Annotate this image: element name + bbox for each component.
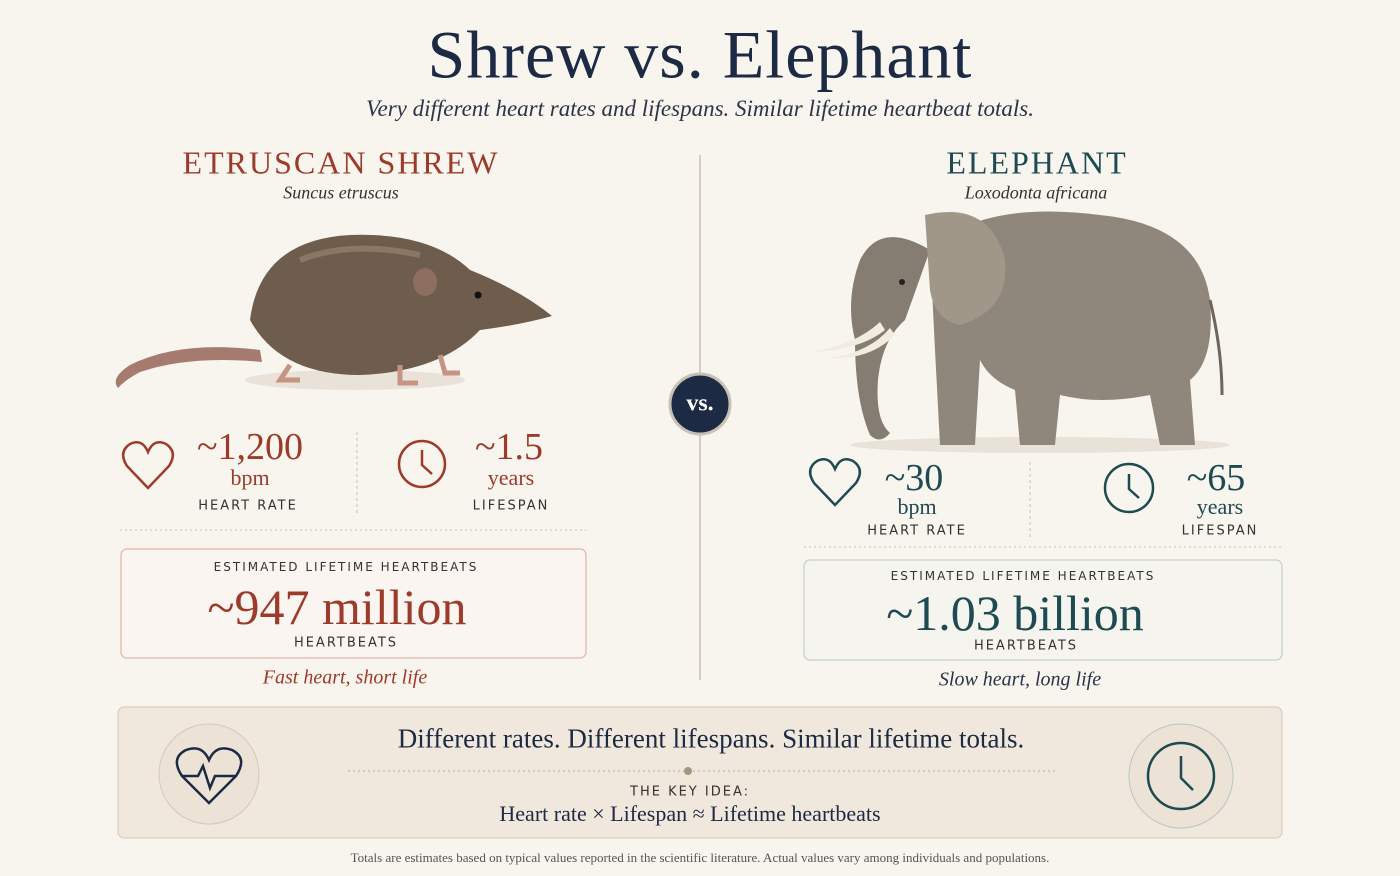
tagline: Fast heart, short life: [262, 666, 428, 689]
summary-dot: [684, 767, 692, 775]
total-label: ESTIMATED LIFETIME HEARTBEATS: [890, 569, 1156, 583]
total-unit: HEARTBEATS: [293, 635, 399, 651]
animal-name: ETRUSCAN SHREW: [182, 144, 500, 181]
shrew-illustration: [115, 234, 552, 390]
total-label: ESTIMATED LIFETIME HEARTBEATS: [213, 560, 479, 574]
title: Shrew vs. Elephant: [427, 16, 973, 93]
total-unit: HEARTBEATS: [973, 638, 1079, 654]
lifespan: ~1.5: [474, 426, 544, 468]
lifespan-unit: years: [1196, 494, 1244, 519]
tagline: Slow heart, long life: [938, 668, 1102, 691]
summary-headline: Different rates. Different lifespans. Si…: [397, 723, 1025, 754]
formula: Heart rate × Lifespan ≈ Lifetime heartbe…: [499, 801, 881, 826]
elephant-icons: [808, 458, 1155, 514]
shrew-icons: [121, 439, 447, 490]
lifespan: ~65: [1186, 457, 1246, 499]
heart-rate-unit: bpm: [230, 465, 270, 490]
heart-rate: ~30: [884, 457, 944, 499]
lifespan-unit: years: [487, 465, 535, 490]
elephant-illustration: [812, 211, 1230, 453]
total: ~947 million: [207, 579, 467, 635]
heart-badge: [158, 723, 260, 825]
total: ~1.03 billion: [886, 585, 1144, 641]
shrew-total-box: [120, 548, 587, 659]
heart-icon: [175, 747, 243, 805]
elephant-total-box: [803, 559, 1283, 661]
heart-rate-label: HEART RATE: [867, 523, 967, 539]
lifespan-label: LIFESPAN: [472, 498, 550, 514]
key-idea-label: THE KEY IDEA:: [630, 784, 750, 800]
heart-rate-label: HEART RATE: [198, 498, 298, 514]
subtitle: Very different heart rates and lifespans…: [366, 96, 1034, 121]
species: Loxodonta africana: [964, 182, 1108, 203]
clock-hands: [1179, 756, 1194, 791]
footnote: Totals are estimates based on typical va…: [350, 850, 1050, 865]
animal-name: ELEPHANT: [946, 144, 1128, 181]
heart-rate: ~1,200: [196, 426, 304, 468]
heart-rate-unit: bpm: [897, 494, 937, 519]
clock-icon: [1146, 741, 1216, 811]
lifespan-label: LIFESPAN: [1181, 523, 1259, 539]
vs-label: vs.: [686, 390, 714, 417]
summary-panel: [117, 706, 1283, 839]
species: Suncus etruscus: [283, 182, 399, 203]
vs-badge: [668, 372, 732, 436]
